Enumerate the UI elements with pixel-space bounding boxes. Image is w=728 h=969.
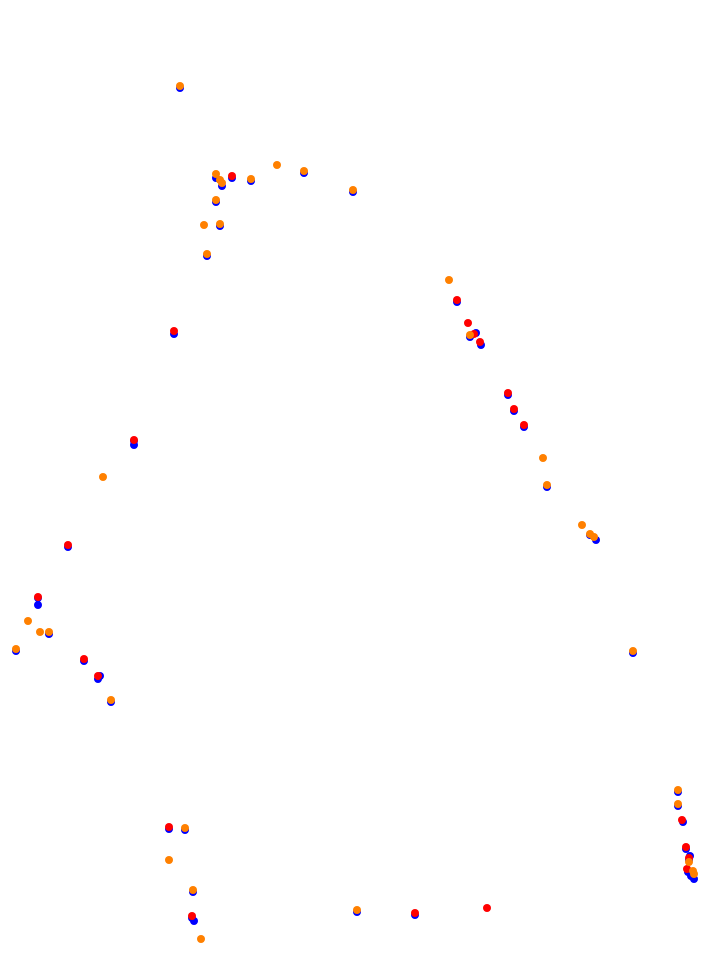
point-2-24: [107, 696, 115, 704]
points-layer: [12, 82, 698, 943]
point-1-8: [520, 421, 528, 429]
series-2: [12, 82, 698, 943]
point-2-28: [685, 858, 693, 866]
point-2-8: [212, 196, 220, 204]
point-2-25: [629, 647, 637, 655]
point-2-5: [273, 161, 281, 169]
point-1-11: [34, 593, 42, 601]
point-1-10: [64, 541, 72, 549]
point-2-23: [12, 645, 20, 653]
point-2-10: [216, 220, 224, 228]
point-1-1: [453, 296, 461, 304]
point-2-6: [300, 167, 308, 175]
point-2-11: [203, 250, 211, 258]
point-2-32: [165, 856, 173, 864]
point-2-35: [353, 906, 361, 914]
point-2-19: [590, 533, 598, 541]
point-2-30: [690, 870, 698, 878]
point-1-7: [510, 405, 518, 413]
point-1-5: [170, 327, 178, 335]
point-1-12: [80, 655, 88, 663]
point-1-13: [94, 672, 102, 680]
point-1-6: [504, 389, 512, 397]
point-2-7: [349, 186, 357, 194]
point-2-12: [445, 276, 453, 284]
point-2-21: [36, 628, 44, 636]
point-2-31: [181, 824, 189, 832]
point-2-13: [466, 331, 474, 339]
point-1-2: [464, 319, 472, 327]
point-2-9: [200, 221, 208, 229]
point-1-18: [165, 823, 173, 831]
point-2-20: [24, 617, 32, 625]
point-2-15: [539, 454, 547, 462]
point-1-14: [678, 816, 686, 824]
point-2-22: [45, 628, 53, 636]
point-2-0: [176, 82, 184, 90]
point-2-16: [543, 481, 551, 489]
point-1-9: [130, 436, 138, 444]
point-2-1: [212, 170, 220, 178]
point-1-15: [682, 843, 690, 851]
point-1-21: [483, 904, 491, 912]
point-1-4: [476, 338, 484, 346]
point-2-26: [674, 786, 682, 794]
point-2-3: [218, 179, 226, 187]
point-0-25: [34, 601, 42, 609]
point-2-4: [247, 175, 255, 183]
point-2-14: [99, 473, 107, 481]
point-2-34: [197, 935, 205, 943]
point-1-19: [188, 912, 196, 920]
series-1: [34, 172, 693, 920]
point-2-17: [578, 521, 586, 529]
point-2-33: [189, 886, 197, 894]
point-1-0: [228, 172, 236, 180]
series-0: [12, 84, 698, 925]
point-2-27: [674, 800, 682, 808]
point-1-20: [411, 909, 419, 917]
